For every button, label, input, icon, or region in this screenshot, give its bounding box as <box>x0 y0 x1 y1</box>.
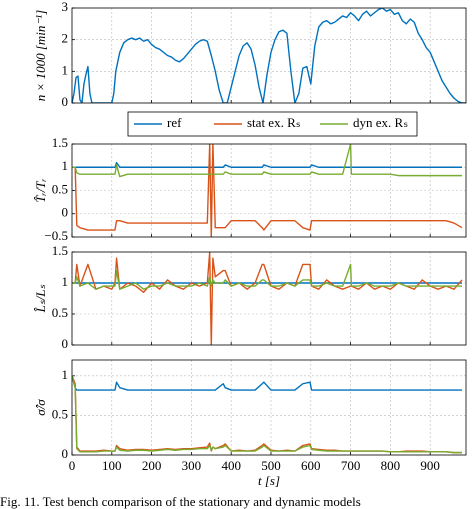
line-series <box>72 252 463 345</box>
x-tick-label: 700 <box>341 458 361 473</box>
y-tick-label: 1.5 <box>52 243 68 258</box>
axes-frame <box>71 143 467 238</box>
x-tick-label: 400 <box>221 458 241 473</box>
line-series <box>72 144 463 178</box>
y-tick-label: 1 <box>62 62 69 77</box>
legend-label: stat ex. Rₛ <box>247 115 301 130</box>
y-tick-label: 1 <box>62 158 69 173</box>
line-series <box>72 375 463 454</box>
y-axis-label: n × 1000 [min⁻¹] <box>33 10 48 101</box>
caption: Fig. 11. Test bench comparison of the st… <box>0 494 361 509</box>
legend-label: ref <box>167 115 182 130</box>
y-tick-label: 0 <box>62 336 69 351</box>
line-series <box>72 8 466 103</box>
y-tick-label: 0 <box>62 94 69 109</box>
x-tick-label: 900 <box>420 458 440 473</box>
y-tick-label: 1 <box>62 367 69 382</box>
y-axis-label: T̂ᵣ/Tᵣ <box>33 178 48 202</box>
x-tick-label: 300 <box>182 458 202 473</box>
x-tick-label: 0 <box>69 458 76 473</box>
x-axis-label: t [s] <box>258 473 280 488</box>
axes-frame <box>71 359 467 456</box>
y-tick-label: 0 <box>62 205 69 220</box>
line-series <box>72 375 463 391</box>
line-series <box>72 375 463 454</box>
line-series <box>72 161 463 168</box>
y-tick-label: 1 <box>62 274 69 289</box>
y-tick-label: 0 <box>62 446 69 461</box>
line-series <box>72 263 463 290</box>
x-tick-label: 500 <box>261 458 281 473</box>
y-tick-label: 0.5 <box>52 181 68 196</box>
y-axis-label: L̂ₛ/Lₛ <box>33 284 48 313</box>
x-tick-label: 200 <box>142 458 162 473</box>
y-tick-label: 3 <box>62 0 69 14</box>
y-tick-label: 0.5 <box>52 406 68 421</box>
x-tick-label: 600 <box>301 458 321 473</box>
legend-box <box>127 111 418 137</box>
line-series <box>72 144 463 237</box>
axes-frame <box>71 7 467 104</box>
y-tick-label: 0.5 <box>52 305 68 320</box>
legend-label: dyn ex. Rₛ <box>353 115 408 130</box>
x-tick-label: 100 <box>102 458 122 473</box>
axes-frame <box>71 251 467 346</box>
y-axis-label: σ̂/σ <box>33 399 48 416</box>
y-tick-label: −0.5 <box>44 228 68 243</box>
y-tick-label: 2 <box>62 31 69 46</box>
y-tick-label: 1.5 <box>52 135 68 150</box>
x-tick-label: 800 <box>381 458 401 473</box>
